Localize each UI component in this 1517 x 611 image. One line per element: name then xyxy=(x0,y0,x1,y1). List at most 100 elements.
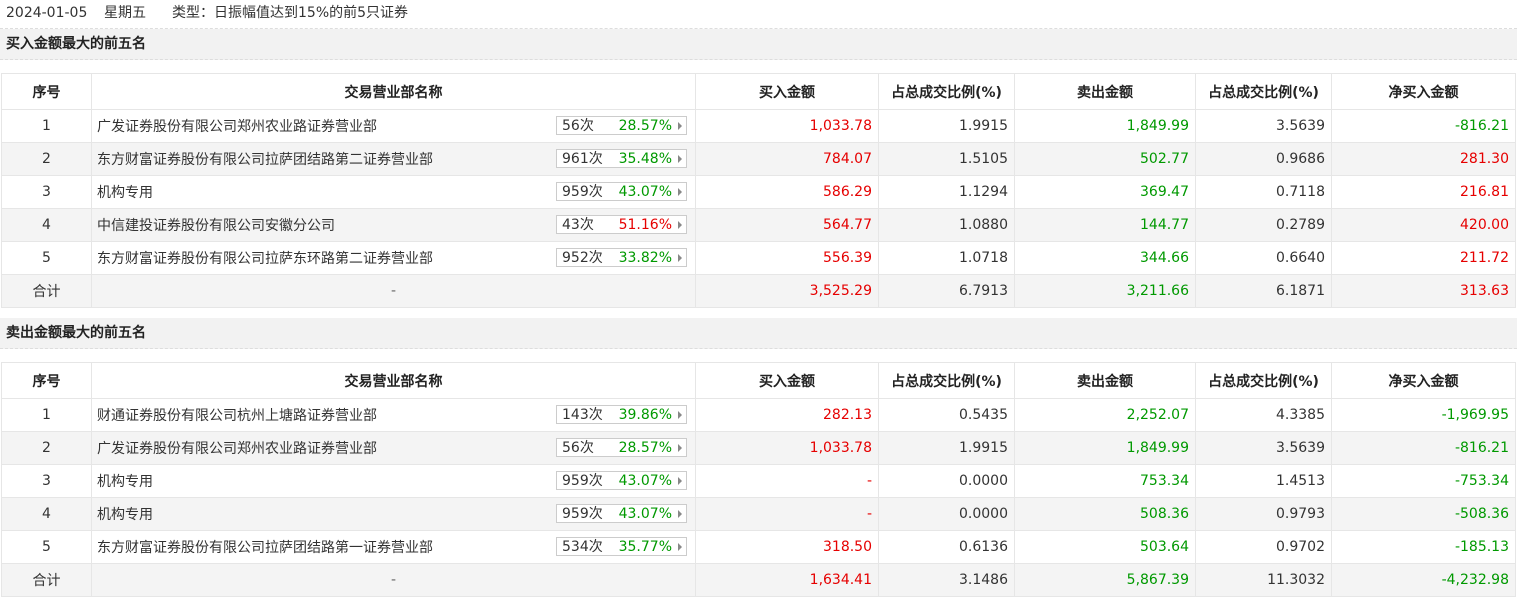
col-header-sell-ratio: 占总成交比例(%) xyxy=(1195,73,1332,110)
branch-stats-badge[interactable]: 959次 43.07% xyxy=(556,504,687,523)
net-buy-amount: -1,969.95 xyxy=(1331,398,1516,432)
branch-name[interactable]: 中信建投证券股份有限公司安徽分公司 xyxy=(97,218,335,234)
branch-percent: 35.48% xyxy=(618,151,672,167)
branch-count: 143次 xyxy=(562,407,603,423)
total-sell-ratio: 11.3032 xyxy=(1195,563,1332,597)
buy-amount: - xyxy=(695,497,879,531)
branch-name[interactable]: 东方财富证券股份有限公司拉萨东环路第二证券营业部 xyxy=(97,251,433,267)
branch-count: 959次 xyxy=(562,506,603,522)
total-row: 合计 -3,525.29 6.7913 3,211.66 6.1871 313.63 xyxy=(1,274,1516,308)
expand-arrow-icon xyxy=(678,510,682,518)
buy-amount: 784.07 xyxy=(695,142,879,176)
branch-stats-badge[interactable]: 959次 43.07% xyxy=(556,182,687,201)
table-row: 4 机构专用 959次 43.07% -0.0000 508.36 0.9793 -508.3… xyxy=(1,497,1516,531)
branch-count: 56次 xyxy=(562,440,594,456)
branch-name-cell: 机构专用 959次 43.07% xyxy=(91,497,696,531)
expand-arrow-icon xyxy=(678,477,682,485)
sell-ratio: 0.7118 xyxy=(1195,175,1332,209)
buy-ratio: 1.0880 xyxy=(878,208,1015,242)
branch-name[interactable]: 东方财富证券股份有限公司拉萨团结路第一证券营业部 xyxy=(97,540,433,556)
sell-ratio: 0.9793 xyxy=(1195,497,1332,531)
branch-name[interactable]: 广发证券股份有限公司郑州农业路证券营业部 xyxy=(97,119,377,135)
sell-ratio: 3.5639 xyxy=(1195,109,1332,143)
total-net-buy: 313.63 xyxy=(1331,274,1516,308)
buy-amount: 556.39 xyxy=(695,241,879,275)
total-name: - xyxy=(91,274,696,308)
net-buy-amount: -816.21 xyxy=(1331,109,1516,143)
buy-section-title: 买入金额最大的前五名 xyxy=(0,29,1517,60)
branch-count: 43次 xyxy=(562,217,594,233)
col-header-index: 序号 xyxy=(1,362,92,399)
row-index: 2 xyxy=(1,431,92,465)
table-row: 1 财通证券股份有限公司杭州上塘路证券营业部 143次 39.86% 282.13 0.5… xyxy=(1,398,1516,432)
branch-name-cell: 东方财富证券股份有限公司拉萨团结路第二证券营业部 961次 35.48% xyxy=(91,142,696,176)
sell-amount: 144.77 xyxy=(1014,208,1196,242)
buy-amount: 282.13 xyxy=(695,398,879,432)
branch-count: 961次 xyxy=(562,151,603,167)
branch-stats-badge[interactable]: 143次 39.86% xyxy=(556,405,687,424)
branch-stats-badge[interactable]: 56次 28.57% xyxy=(556,116,687,135)
expand-arrow-icon xyxy=(678,188,682,196)
branch-name[interactable]: 机构专用 xyxy=(97,507,153,523)
col-header-sell-amount: 卖出金额 xyxy=(1014,73,1196,110)
branch-stats-badge[interactable]: 534次 35.77% xyxy=(556,537,687,556)
col-header-branch-name: 交易营业部名称 xyxy=(91,73,696,110)
sell-amount: 2,252.07 xyxy=(1014,398,1196,432)
branch-percent: 51.16% xyxy=(618,217,672,233)
branch-count: 534次 xyxy=(562,539,603,555)
sell-ratio: 0.6640 xyxy=(1195,241,1332,275)
sell-amount: 1,849.99 xyxy=(1014,109,1196,143)
branch-name-cell: 机构专用 959次 43.07% xyxy=(91,464,696,498)
expand-arrow-icon xyxy=(678,254,682,262)
branch-name[interactable]: 广发证券股份有限公司郑州农业路证券营业部 xyxy=(97,441,377,457)
sell-ratio: 4.3385 xyxy=(1195,398,1332,432)
table-header-row: 序号 交易营业部名称 买入金额 占总成交比例(%) 卖出金额 占总成交比例(%)… xyxy=(1,362,1516,399)
col-header-sell-amount: 卖出金额 xyxy=(1014,362,1196,399)
branch-stats-badge[interactable]: 959次 43.07% xyxy=(556,471,687,490)
sell-ratio: 3.5639 xyxy=(1195,431,1332,465)
buy-ratio: 0.0000 xyxy=(878,497,1015,531)
buy-ratio: 1.9915 xyxy=(878,109,1015,143)
net-buy-amount: 281.30 xyxy=(1331,142,1516,176)
total-name: - xyxy=(91,563,696,597)
total-sell-ratio: 6.1871 xyxy=(1195,274,1332,308)
branch-stats-badge[interactable]: 56次 28.57% xyxy=(556,438,687,457)
branch-count: 56次 xyxy=(562,118,594,134)
buy-amount: 318.50 xyxy=(695,530,879,564)
sell-amount: 503.64 xyxy=(1014,530,1196,564)
net-buy-amount: 211.72 xyxy=(1331,241,1516,275)
col-header-buy-ratio: 占总成交比例(%) xyxy=(878,73,1015,110)
branch-name[interactable]: 机构专用 xyxy=(97,474,153,490)
branch-percent: 33.82% xyxy=(618,250,672,266)
branch-stats-badge[interactable]: 961次 35.48% xyxy=(556,149,687,168)
buy-top5-table: 序号 交易营业部名称 买入金额 占总成交比例(%) 卖出金额 占总成交比例(%)… xyxy=(1,73,1516,308)
net-buy-amount: -753.34 xyxy=(1331,464,1516,498)
branch-name[interactable]: 东方财富证券股份有限公司拉萨团结路第二证券营业部 xyxy=(97,152,433,168)
net-buy-amount: 420.00 xyxy=(1331,208,1516,242)
branch-name-cell: 东方财富证券股份有限公司拉萨团结路第一证券营业部 534次 35.77% xyxy=(91,530,696,564)
sell-table-body: 1 财通证券股份有限公司杭州上塘路证券营业部 143次 39.86% 282.13 0.5… xyxy=(1,398,1516,597)
row-index: 1 xyxy=(1,109,92,143)
row-index: 5 xyxy=(1,241,92,275)
col-header-branch-name: 交易营业部名称 xyxy=(91,362,696,399)
branch-name[interactable]: 机构专用 xyxy=(97,185,153,201)
row-index: 1 xyxy=(1,398,92,432)
expand-arrow-icon xyxy=(678,155,682,163)
table-row: 3 机构专用 959次 43.07% 586.29 1.1294 369.47 0.7118 2… xyxy=(1,175,1516,209)
sell-ratio: 1.4513 xyxy=(1195,464,1332,498)
buy-ratio: 1.0718 xyxy=(878,241,1015,275)
branch-name[interactable]: 财通证券股份有限公司杭州上塘路证券营业部 xyxy=(97,408,377,424)
weekday: 星期五 xyxy=(104,5,146,21)
branch-name-cell: 东方财富证券股份有限公司拉萨东环路第二证券营业部 952次 33.82% xyxy=(91,241,696,275)
trade-date: 2024-01-05 xyxy=(6,5,88,21)
row-index: 2 xyxy=(1,142,92,176)
sell-ratio: 0.2789 xyxy=(1195,208,1332,242)
buy-amount: 1,033.78 xyxy=(695,431,879,465)
branch-stats-badge[interactable]: 43次 51.16% xyxy=(556,215,687,234)
branch-stats-badge[interactable]: 952次 33.82% xyxy=(556,248,687,267)
buy-amount: - xyxy=(695,464,879,498)
total-sell-amount: 5,867.39 xyxy=(1014,563,1196,597)
sell-amount: 344.66 xyxy=(1014,241,1196,275)
buy-amount: 1,033.78 xyxy=(695,109,879,143)
branch-percent: 43.07% xyxy=(618,184,672,200)
